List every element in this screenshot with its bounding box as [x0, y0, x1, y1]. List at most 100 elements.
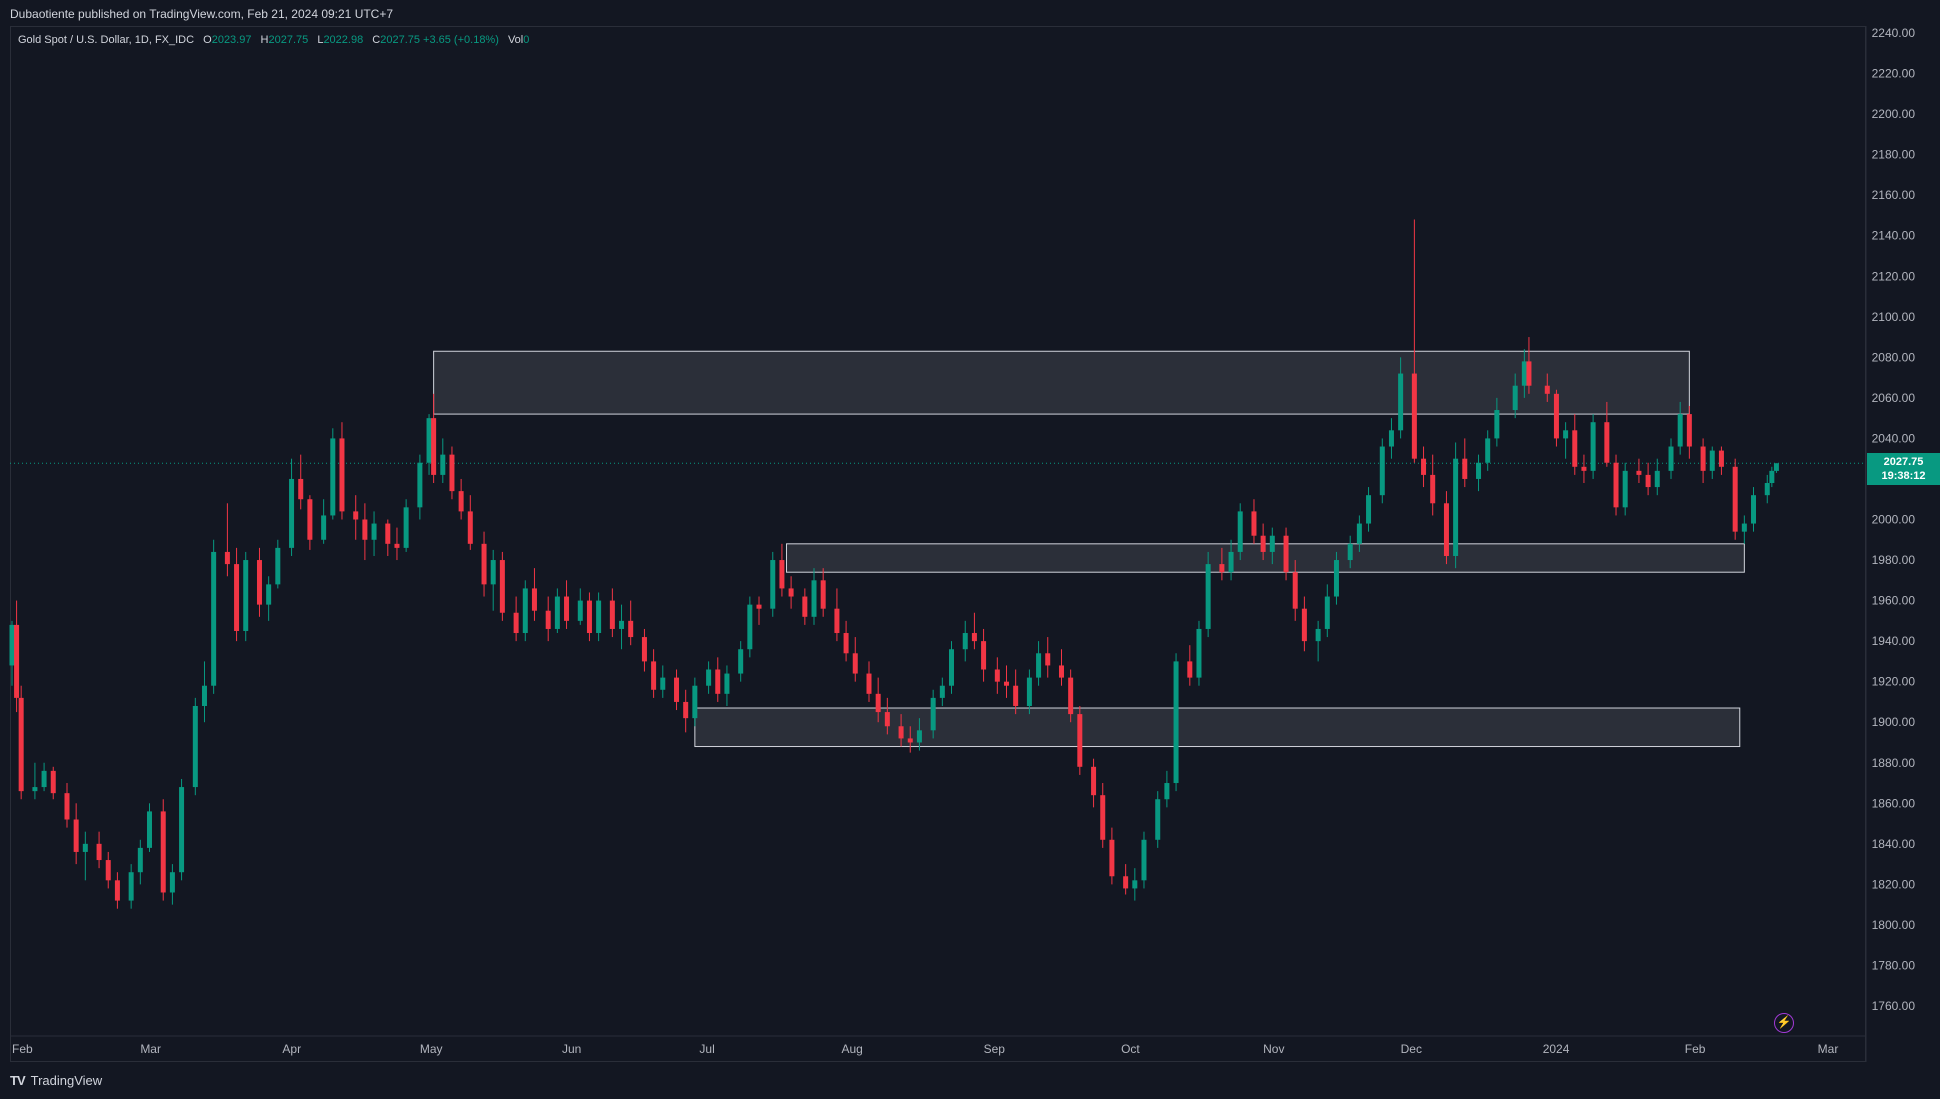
candle-body[interactable] — [1026, 677, 1032, 706]
candle-body[interactable] — [192, 705, 198, 788]
candle-body[interactable] — [18, 697, 24, 792]
candle-body[interactable] — [1581, 466, 1587, 471]
candle-body[interactable] — [1411, 373, 1417, 459]
candle-body[interactable] — [1718, 450, 1724, 467]
candle-body[interactable] — [1251, 511, 1257, 536]
candle-body[interactable] — [1237, 511, 1243, 552]
candle-body[interactable] — [114, 880, 120, 901]
candle-body[interactable] — [907, 738, 913, 743]
candle-body[interactable] — [499, 560, 505, 613]
candle-body[interactable] — [1572, 430, 1578, 467]
symbol-label[interactable]: Gold Spot / U.S. Dollar, 1D, FX_IDC — [18, 34, 195, 46]
candle-body[interactable] — [619, 620, 625, 629]
candle-body[interactable] — [224, 551, 230, 565]
candle-body[interactable] — [1315, 628, 1321, 642]
candle-body[interactable] — [522, 588, 528, 634]
candle-body[interactable] — [1333, 560, 1339, 597]
candle-body[interactable] — [1324, 596, 1330, 629]
candle-body[interactable] — [1398, 373, 1404, 431]
candle-body[interactable] — [1709, 450, 1715, 471]
candle-body[interactable] — [1613, 462, 1619, 508]
candle-body[interactable] — [362, 519, 368, 540]
candle-body[interactable] — [1187, 661, 1193, 678]
candle-body[interactable] — [577, 600, 583, 621]
candle-body[interactable] — [1563, 430, 1569, 439]
candle-body[interactable] — [234, 564, 240, 631]
candle-body[interactable] — [596, 600, 602, 634]
candle-body[interactable] — [1741, 523, 1747, 532]
candle-body[interactable] — [1219, 564, 1225, 573]
candle-body[interactable] — [586, 600, 592, 634]
candle-body[interactable] — [137, 847, 143, 873]
candle-body[interactable] — [692, 685, 698, 719]
candle-body[interactable] — [1769, 470, 1775, 484]
candle-body[interactable] — [160, 811, 166, 893]
candle-body[interactable] — [1732, 466, 1738, 532]
candle-body[interactable] — [1700, 446, 1706, 471]
candle-body[interactable] — [1485, 438, 1491, 463]
candle-body[interactable] — [939, 685, 945, 698]
candle-body[interactable] — [628, 620, 634, 638]
candle-body[interactable] — [1366, 495, 1372, 524]
candle-body[interactable] — [440, 454, 446, 475]
candle-body[interactable] — [1091, 766, 1097, 796]
candle-body[interactable] — [948, 649, 954, 686]
candle-body[interactable] — [930, 697, 936, 731]
candle-body[interactable] — [1173, 661, 1179, 784]
candle-body[interactable] — [609, 600, 615, 629]
candle-body[interactable] — [1196, 628, 1202, 678]
candle-body[interactable] — [1141, 839, 1147, 881]
candle-body[interactable] — [1553, 393, 1559, 439]
candle-body[interactable] — [73, 819, 79, 852]
candle-body[interactable] — [1526, 361, 1532, 386]
candle-body[interactable] — [715, 669, 721, 694]
candle-body[interactable] — [1301, 608, 1307, 642]
candle-body[interactable] — [564, 596, 570, 621]
candle-body[interactable] — [1123, 876, 1129, 889]
candle-body[interactable] — [307, 499, 313, 540]
candle-body[interactable] — [660, 677, 666, 690]
candle-body[interactable] — [1155, 799, 1161, 840]
candle-body[interactable] — [1283, 535, 1289, 573]
candle-body[interactable] — [1109, 839, 1115, 877]
candle-body[interactable] — [298, 478, 304, 500]
candle-body[interactable] — [201, 685, 207, 706]
candle-body[interactable] — [1677, 414, 1683, 447]
candle-body[interactable] — [1476, 462, 1482, 479]
candle-body[interactable] — [1356, 523, 1362, 544]
candle-body[interactable] — [1590, 422, 1596, 471]
candle-body[interactable] — [330, 438, 336, 516]
candle-body[interactable] — [962, 633, 968, 650]
candle-body[interactable] — [403, 507, 409, 548]
candle-body[interactable] — [651, 661, 657, 690]
candle-body[interactable] — [1132, 880, 1138, 889]
candle-body[interactable] — [1645, 474, 1651, 488]
candle-body[interactable] — [531, 588, 537, 611]
candle-body[interactable] — [50, 770, 56, 794]
candle-body[interactable] — [41, 770, 47, 788]
candle-body[interactable] — [1654, 470, 1660, 488]
candle-body[interactable] — [898, 726, 904, 739]
candle-body[interactable] — [211, 551, 217, 686]
candle-body[interactable] — [1443, 503, 1449, 556]
candle-body[interactable] — [467, 511, 473, 544]
candle-body[interactable] — [1751, 495, 1757, 524]
candle-body[interactable] — [1686, 414, 1692, 447]
candle-body[interactable] — [994, 669, 1000, 682]
candle-body[interactable] — [431, 418, 437, 475]
candle-body[interactable] — [820, 580, 826, 609]
candle-body[interactable] — [179, 787, 185, 873]
candle-body[interactable] — [394, 543, 400, 548]
candle-body[interactable] — [802, 596, 808, 617]
candle-body[interactable] — [1636, 470, 1642, 475]
candle-body[interactable] — [674, 677, 680, 702]
candle-body[interactable] — [756, 604, 762, 609]
candle-body[interactable] — [1604, 422, 1610, 463]
candle-body[interactable] — [1036, 653, 1042, 678]
candle-body[interactable] — [169, 872, 175, 893]
candle-body[interactable] — [706, 669, 712, 686]
candle-body[interactable] — [1430, 474, 1436, 504]
candle-body[interactable] — [1421, 458, 1427, 475]
candle-body[interactable] — [1764, 483, 1770, 496]
candle-body[interactable] — [1494, 410, 1500, 439]
